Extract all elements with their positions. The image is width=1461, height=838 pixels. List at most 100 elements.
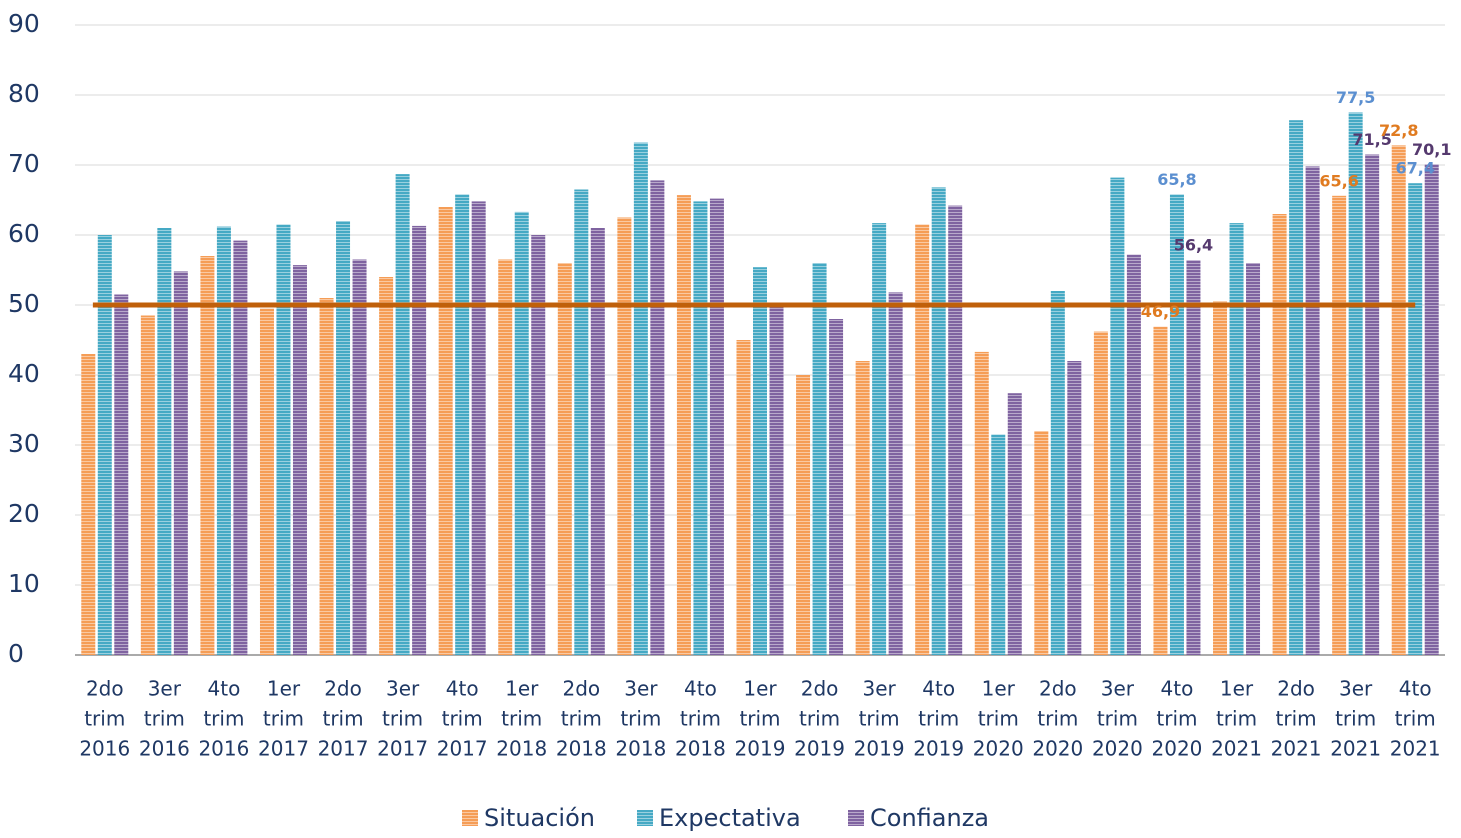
- bar: [872, 223, 887, 655]
- x-tick-label: 2016: [198, 737, 249, 761]
- legend-label: Situación: [484, 804, 595, 832]
- x-tick-label: trim: [1276, 707, 1317, 731]
- x-tick-label: 1er: [1220, 677, 1254, 701]
- bar: [412, 225, 427, 655]
- y-tick-label: 80: [8, 79, 40, 108]
- x-tick-label: trim: [739, 707, 780, 731]
- bar: [97, 235, 112, 655]
- x-tick-label: 2do: [801, 677, 839, 701]
- x-tick-label: 1er: [743, 677, 777, 701]
- bar: [276, 224, 291, 655]
- x-tick-label: 1er: [505, 677, 539, 701]
- x-tick-label: 2do: [324, 677, 362, 701]
- bar: [114, 294, 129, 655]
- bar: [319, 298, 334, 655]
- x-tick-label: 2019: [913, 737, 964, 761]
- y-tick-label: 60: [8, 219, 40, 248]
- y-tick-label: 30: [8, 429, 40, 458]
- bar: [1186, 260, 1201, 655]
- bar: [1408, 183, 1423, 655]
- bar: [140, 315, 155, 655]
- y-tick-label: 20: [8, 499, 40, 528]
- bar: [1093, 331, 1108, 655]
- bar: [974, 351, 989, 655]
- bar: [1424, 164, 1439, 656]
- x-tick-label: 2019: [735, 737, 786, 761]
- bar: [157, 228, 172, 655]
- bar: [173, 271, 188, 655]
- x-tick-label: trim: [442, 707, 483, 731]
- bar: [1034, 431, 1049, 655]
- data-label: 65,6: [1319, 171, 1358, 190]
- x-tick-label: 2018: [556, 737, 607, 761]
- bar: [931, 187, 946, 655]
- x-tick-label: 3er: [624, 677, 658, 701]
- y-tick-label: 10: [8, 569, 40, 598]
- x-tick-label: 4to: [922, 677, 955, 701]
- x-tick-label: 4to: [1161, 677, 1194, 701]
- x-tick-label: trim: [1156, 707, 1197, 731]
- bar: [1391, 145, 1406, 655]
- bar: [693, 201, 708, 655]
- x-tick-label: 3er: [1339, 677, 1373, 701]
- y-tick-label: 40: [8, 359, 40, 388]
- x-tick-label: trim: [918, 707, 959, 731]
- x-tick-label: trim: [561, 707, 602, 731]
- x-tick-label: trim: [978, 707, 1019, 731]
- x-tick-label: 2020: [1092, 737, 1143, 761]
- x-tick-label: trim: [799, 707, 840, 731]
- bar: [379, 277, 394, 655]
- bar: [1050, 291, 1065, 655]
- x-tick-label: 4to: [208, 677, 241, 701]
- bar: [455, 194, 470, 655]
- x-tick-label: 2do: [1277, 677, 1315, 701]
- x-tick-label: 2021: [1390, 737, 1441, 761]
- x-tick-label: 2016: [79, 737, 130, 761]
- bar: [81, 354, 96, 655]
- x-tick-label: 3er: [1101, 677, 1135, 701]
- x-tick-label: trim: [859, 707, 900, 731]
- bar: [617, 217, 632, 655]
- bar: [1169, 194, 1184, 655]
- x-tick-label: 2020: [973, 737, 1024, 761]
- data-label: 65,8: [1157, 170, 1196, 189]
- x-tick-label: 2do: [86, 677, 124, 701]
- y-tick-label: 70: [8, 149, 40, 178]
- y-tick-label: 50: [8, 289, 40, 318]
- bar: [1229, 223, 1244, 655]
- bar: [709, 198, 724, 655]
- bar: [1153, 326, 1168, 655]
- x-tick-label: 2do: [1039, 677, 1077, 701]
- bar: [796, 375, 811, 655]
- x-tick-label: 2018: [615, 737, 666, 761]
- x-tick-label: 2021: [1330, 737, 1381, 761]
- bar: [829, 319, 844, 655]
- bar: [1332, 195, 1347, 656]
- x-tick-label: 3er: [862, 677, 896, 701]
- bar: [557, 263, 572, 655]
- bar: [471, 201, 486, 655]
- x-tick-label: 2019: [854, 737, 905, 761]
- x-tick-label: trim: [680, 707, 721, 731]
- bar: [1272, 214, 1287, 655]
- bar: [352, 259, 367, 655]
- bar: [1348, 112, 1363, 655]
- x-tick-label: 2017: [437, 737, 488, 761]
- x-tick-label: 4to: [1399, 677, 1432, 701]
- x-tick-label: 2016: [139, 737, 190, 761]
- x-tick-label: trim: [1097, 707, 1138, 731]
- data-label: 72,8: [1379, 121, 1418, 140]
- legend-label: Confianza: [870, 804, 989, 832]
- x-tick-label: 2017: [318, 737, 369, 761]
- x-tick-label: 1er: [267, 677, 301, 701]
- bar: [888, 292, 903, 655]
- bar: [395, 174, 410, 655]
- bar: [1305, 166, 1320, 655]
- x-tick-label: 2020: [1032, 737, 1083, 761]
- data-label: 77,5: [1336, 88, 1375, 107]
- legend-label: Expectativa: [659, 804, 801, 832]
- x-tick-label: trim: [1037, 707, 1078, 731]
- bar: [855, 361, 870, 655]
- bar: [812, 263, 827, 655]
- x-tick-label: trim: [620, 707, 661, 731]
